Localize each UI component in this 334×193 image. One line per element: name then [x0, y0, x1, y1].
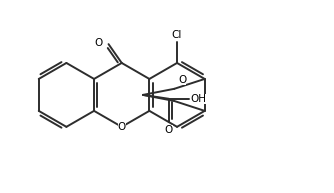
Text: OH: OH — [191, 94, 207, 104]
Text: O: O — [118, 122, 126, 132]
Text: O: O — [178, 75, 186, 85]
Text: O: O — [165, 125, 173, 135]
Text: O: O — [95, 38, 103, 48]
Text: Cl: Cl — [172, 30, 182, 40]
